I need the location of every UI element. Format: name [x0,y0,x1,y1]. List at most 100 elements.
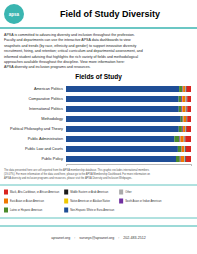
bar-segment [186,96,187,102]
bar-segment [182,126,183,132]
bar-segment [181,106,182,112]
bar-segment [182,96,185,102]
bar-segment [174,136,179,142]
bar-segment [186,146,191,152]
bar-segment [187,96,191,102]
y-tick: International Politics [29,107,66,111]
bar-segment [183,86,185,92]
legend-item: South Asian or Indian American [119,199,162,204]
y-tick: Methodology [41,117,66,121]
bar-segment [187,126,191,132]
legend-rule [0,185,197,186]
y-tick-label: Comparative Politics [28,97,63,101]
y-tick-label: Methodology [41,117,63,121]
footer-rule [0,226,197,227]
bar-segment [182,146,185,152]
bar-segment [186,116,188,122]
y-tick-label: International Politics [29,107,63,111]
y-tick: Public Law and Courts [25,147,66,151]
description-line: APSA is committed to advancing diversity… [4,33,135,37]
legend-label: Middle Eastern or Arab American [70,190,108,194]
bar-segment [179,126,182,132]
description-line: informed student advising that highlight… [4,55,138,59]
header-rule [0,27,197,29]
legend-label: Other [125,190,132,194]
description-line: Faculty and departments can use the inte… [4,38,131,42]
bar-segment [66,136,174,142]
bar-segment [179,136,180,142]
bar-segment [181,156,184,162]
series [181,86,186,162]
bar-segment [178,146,181,152]
logo-text: apsa [9,12,20,17]
chart: apsa Field of Study Diversity APSA is comm… [0,0,197,254]
bar-segment [181,116,183,122]
legend-item: Black, Afro-Caribbean, or African Americ… [4,190,60,195]
y-tick: Political Philosophy and Theory [10,127,66,131]
y-tick: Comparative Politics [28,97,66,101]
bar-segment [185,86,186,92]
description-line: snapshots and trends (by race, ethnicity… [4,44,136,48]
legend-swatch [119,190,123,195]
legend-swatch [64,208,68,213]
title: Field of Study Diversity [60,9,160,19]
y-tick: American Politics [34,87,66,91]
bar-segment [184,156,185,162]
legend-swatch [4,199,8,204]
y-tick-label: American Politics [34,87,63,91]
x-axis [67,165,192,167]
y-tick-label: Public Administration [28,137,63,141]
legend-swatch [4,190,8,195]
legend-swatch [4,208,8,213]
y-tick-label: Public Policy [41,157,63,161]
bar-segment [66,86,179,92]
legend-swatch [119,199,123,204]
bar-segment [186,156,191,162]
y-tick: Public Policy [41,157,66,161]
legend-item: Latinx or Hispanic American [4,208,43,213]
legend-label: Non-Hispanic White or Euro-American [70,208,115,212]
y-tick-label: Political Philosophy and Theory [10,127,63,131]
bar-segment [66,156,176,162]
legend-swatch [64,199,68,204]
description-line: APSA diversity and inclusion programs an… [4,65,91,69]
bar-segment [187,106,191,112]
y-tick: Public Administration [28,137,66,141]
bar-segment [66,106,179,112]
bar-segment [187,116,191,122]
bar-segment [185,136,191,142]
legend: Black, Afro-Caribbean, or African Americ… [4,190,162,213]
legend-item: Middle Eastern or Arab American [64,190,108,195]
x-axis-domain [67,165,192,167]
legend-label: Native American or Alaskan Native [70,199,110,203]
legend-label: East Asian or Asian American [10,199,44,203]
bar-segment [184,116,187,122]
bar-segment [66,146,178,152]
bar-segment [66,126,179,132]
bar-segment [181,96,182,102]
legend-swatch [64,190,68,195]
series [66,86,181,162]
bar-segment [176,156,180,162]
y-tick-label: Public Law and Courts [25,147,63,151]
bar-segment [187,86,191,92]
bar-segment [66,96,179,102]
bar-segment [183,106,186,112]
subtitle: Fields of Study [75,73,122,81]
bar-segment [181,136,184,142]
bar-segment [183,126,185,132]
series [185,86,191,162]
note-line: The data presented here are self-reporte… [4,168,150,172]
note-line: APSA diversity and inclusion programs an… [4,176,132,180]
bar-segment [179,86,182,92]
legend-label: Black, Afro-Caribbean, or African Americ… [10,190,60,194]
description-line: approaches available throughout the disc… [4,60,125,64]
footer: apsanet.org : surveys@apsanet.org : 202-… [51,236,145,240]
logo-circle [4,4,24,24]
legend-label: Latinx or Hispanic American [10,208,43,212]
note-line: (19.07%). For more information of the da… [4,172,151,176]
legend-item: East Asian or Asian American [4,199,44,204]
bars [66,86,191,162]
bar-segment [185,126,186,132]
bar-segment [184,136,185,142]
